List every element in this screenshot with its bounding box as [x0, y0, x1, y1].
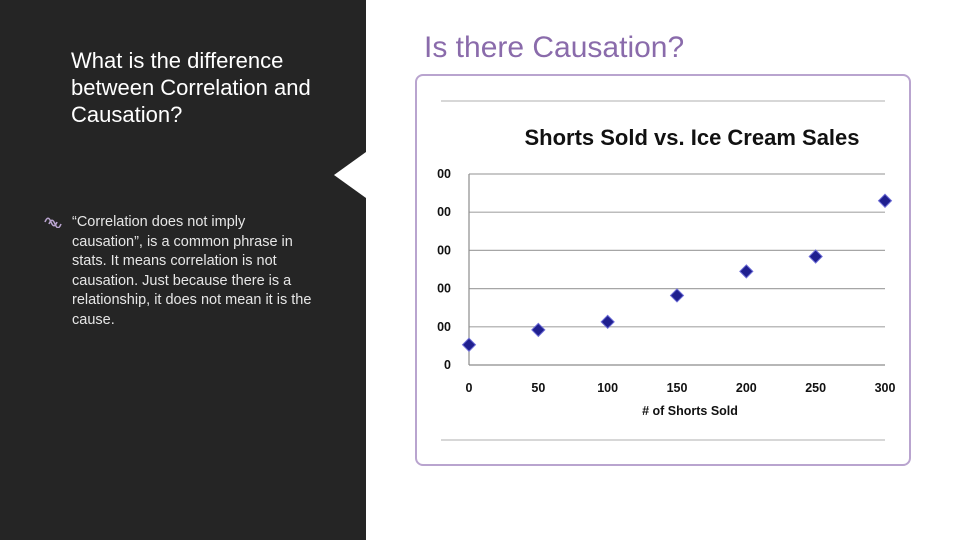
x-tick-label: 100	[597, 381, 618, 395]
bullet-item: “Correlation does not imply causation”, …	[44, 213, 314, 330]
y-tick-label: 00	[437, 167, 451, 181]
bullet-text: “Correlation does not imply causation”, …	[72, 214, 312, 328]
y-tick-label: 00	[437, 243, 451, 257]
x-tick-label: 250	[805, 381, 826, 395]
x-axis-label: # of Shorts Sold	[642, 404, 738, 418]
slide-title: Is there Causation?	[424, 31, 685, 64]
x-tick-label: 200	[736, 381, 757, 395]
grid-layer	[468, 173, 885, 366]
y-tick-label: 00	[437, 282, 451, 296]
chart-title: Shorts Sold vs. Ice Cream Sales	[524, 125, 859, 150]
y-tick-label: 00	[437, 320, 451, 334]
data-point	[531, 322, 546, 338]
data-point	[877, 193, 893, 208]
panel-notch	[334, 152, 366, 198]
y-tick-label: 0	[444, 358, 451, 372]
data-points	[461, 193, 893, 352]
data-point	[600, 314, 615, 330]
data-point	[739, 264, 754, 279]
scatter-chart: Shorts Sold vs. Ice Cream Sales 00000000…	[437, 100, 896, 441]
chart-frame: Shorts Sold vs. Ice Cream Sales 0 00 00 00 0…	[415, 74, 911, 466]
left-title: What is the difference between Correlati…	[71, 48, 311, 127]
data-point	[669, 288, 685, 303]
x-tick-label: 300	[875, 381, 896, 395]
x-tick-label: 0	[466, 381, 473, 395]
x-tick-labels: 0 50 100 150 200 250 300	[466, 381, 896, 395]
x-tick-label: 50	[531, 381, 545, 395]
data-point	[808, 249, 823, 264]
x-tick-label: 150	[667, 381, 688, 395]
y-tick-label: 00	[437, 205, 451, 219]
left-panel	[0, 0, 366, 540]
data-point	[461, 337, 477, 352]
wave-bullet-icon	[44, 213, 72, 330]
